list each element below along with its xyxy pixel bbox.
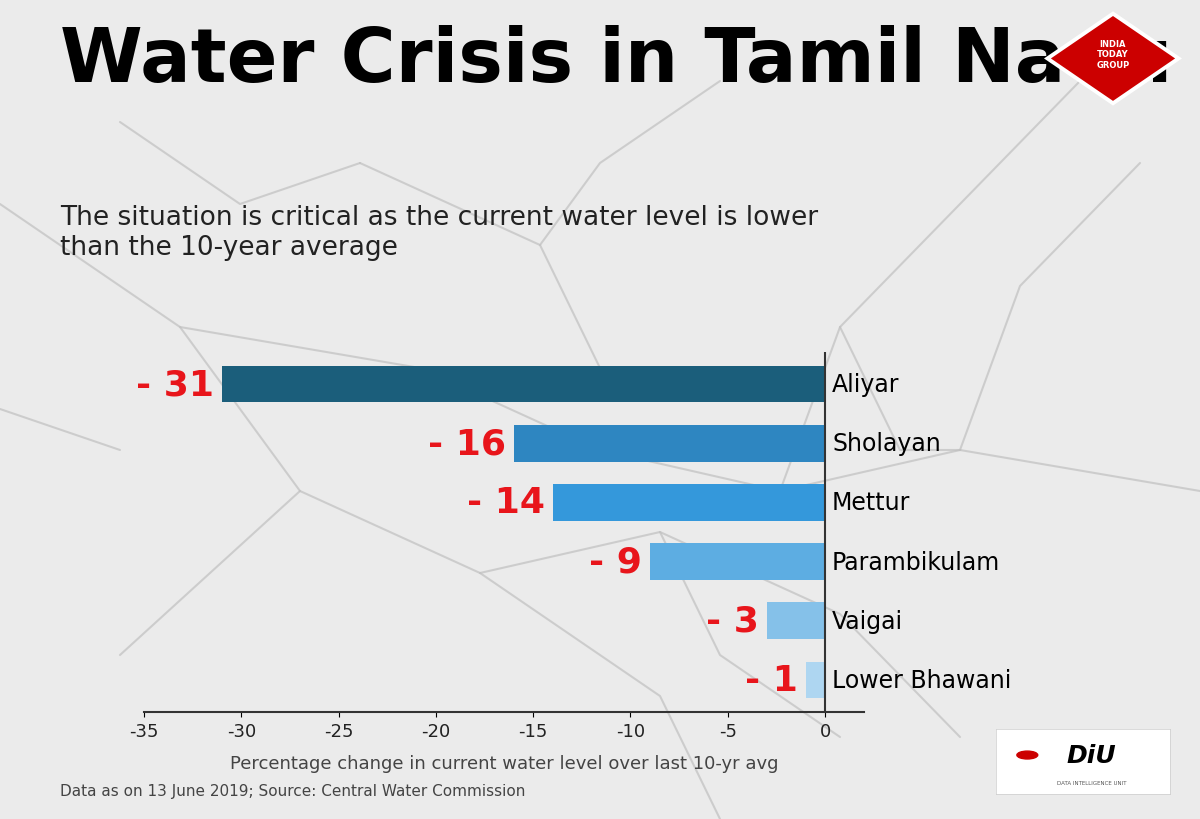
- Text: - 3: - 3: [706, 604, 758, 638]
- Bar: [805, 662, 826, 699]
- Text: Parambikulam: Parambikulam: [832, 550, 1001, 574]
- Bar: [514, 425, 826, 462]
- Bar: [553, 485, 826, 521]
- Bar: [650, 544, 826, 580]
- Bar: [767, 603, 826, 640]
- Text: The situation is critical as the current water level is lower
than the 10-year a: The situation is critical as the current…: [60, 205, 818, 260]
- Circle shape: [1016, 751, 1038, 759]
- Text: DiU: DiU: [1067, 743, 1116, 767]
- Polygon shape: [1051, 17, 1175, 102]
- Text: Aliyar: Aliyar: [832, 373, 900, 396]
- Text: - 1: - 1: [745, 663, 798, 697]
- Text: Water Crisis in Tamil Nadu: Water Crisis in Tamil Nadu: [60, 25, 1172, 97]
- Text: - 9: - 9: [589, 545, 642, 579]
- Text: Lower Bhawani: Lower Bhawani: [832, 668, 1012, 692]
- Text: - 31: - 31: [136, 368, 214, 401]
- Polygon shape: [1044, 12, 1182, 106]
- Text: Sholayan: Sholayan: [832, 432, 941, 455]
- Text: DATA INTELLIGENCE UNIT: DATA INTELLIGENCE UNIT: [1057, 781, 1127, 785]
- Text: Vaigai: Vaigai: [832, 609, 904, 633]
- Bar: [222, 366, 826, 403]
- X-axis label: Percentage change in current water level over last 10-yr avg: Percentage change in current water level…: [229, 754, 779, 772]
- Text: Data as on 13 June 2019; Source: Central Water Commission: Data as on 13 June 2019; Source: Central…: [60, 784, 526, 799]
- Text: Mettur: Mettur: [832, 491, 911, 515]
- Text: - 14: - 14: [467, 486, 545, 520]
- Text: - 16: - 16: [428, 427, 506, 461]
- Text: INDIA
TODAY
GROUP: INDIA TODAY GROUP: [1097, 40, 1129, 70]
